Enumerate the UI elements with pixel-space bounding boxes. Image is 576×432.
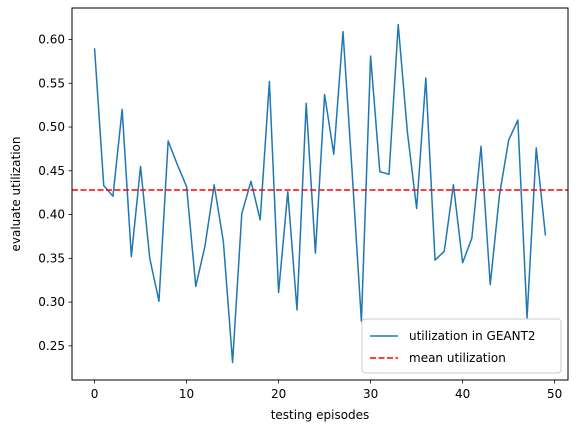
y-tick-label: 0.50 bbox=[38, 120, 65, 134]
y-tick-label: 0.30 bbox=[38, 295, 65, 309]
legend-label-mean: mean utilization bbox=[409, 351, 506, 365]
x-tick-label: 10 bbox=[179, 387, 194, 401]
y-tick-label: 0.35 bbox=[38, 251, 65, 265]
x-tick-label: 40 bbox=[455, 387, 470, 401]
x-axis: 0 10 20 30 40 50 bbox=[91, 380, 562, 401]
y-tick-label: 0.25 bbox=[38, 339, 65, 353]
y-tick-label: 0.45 bbox=[38, 164, 65, 178]
x-tick-label: 50 bbox=[547, 387, 562, 401]
y-tick-label: 0.40 bbox=[38, 208, 65, 222]
utilization-series-line bbox=[93, 23, 547, 364]
legend: utilization in GEANT2 mean utilization bbox=[361, 318, 562, 374]
y-tick-label: 0.55 bbox=[38, 76, 65, 90]
legend-box bbox=[361, 318, 562, 374]
y-tick-label: 0.60 bbox=[38, 33, 65, 47]
x-axis-label: testing episodes bbox=[271, 408, 370, 422]
x-tick-label: 20 bbox=[271, 387, 286, 401]
y-axis: 0.25 0.30 0.35 0.40 0.45 0.50 0.55 0.60 bbox=[38, 33, 72, 353]
x-tick-label: 0 bbox=[91, 387, 99, 401]
y-axis-label: evaluate utilization bbox=[9, 137, 23, 252]
plot-area bbox=[72, 8, 568, 380]
plot-frame bbox=[71, 7, 569, 381]
legend-label-utilization: utilization in GEANT2 bbox=[409, 329, 536, 343]
x-tick-label: 30 bbox=[363, 387, 378, 401]
